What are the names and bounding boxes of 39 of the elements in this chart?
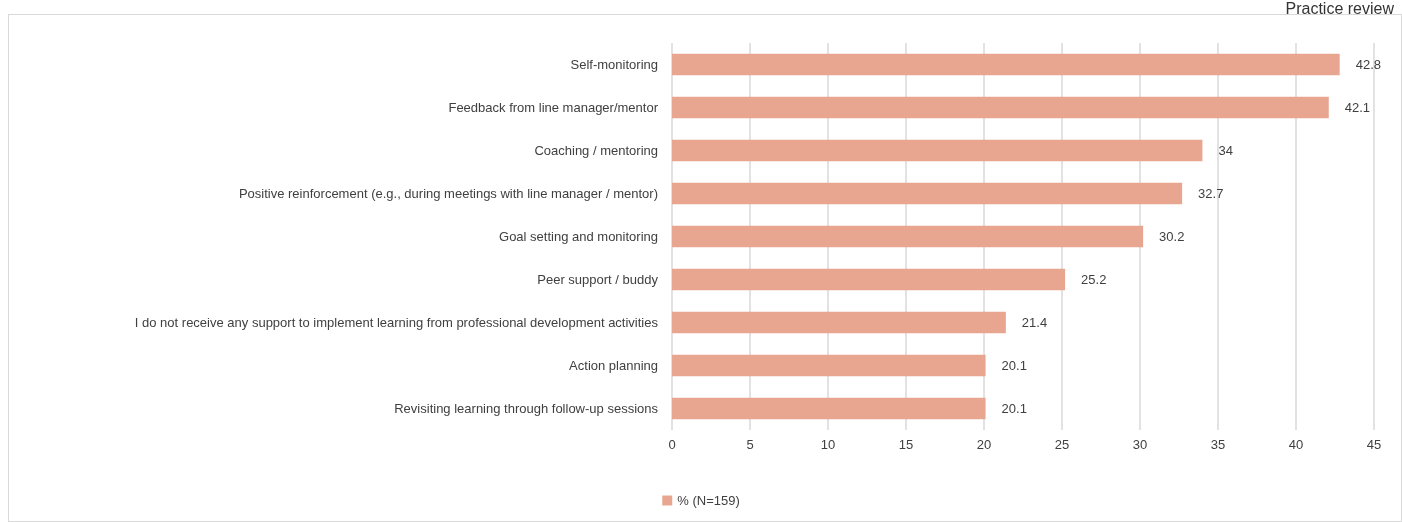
y-tick-label: Action planning — [569, 358, 658, 373]
x-tick-label: 20 — [976, 437, 992, 452]
data-label: 32.7 — [1198, 186, 1224, 201]
x-tick-label: 40 — [1288, 437, 1304, 452]
x-tick-label: 15 — [898, 437, 914, 452]
data-label: 21.4 — [1021, 315, 1048, 330]
text: Practice review — [1285, 0, 1394, 18]
bar — [672, 354, 986, 377]
data-label: 20.1 — [1001, 358, 1027, 373]
data-label: 30.2 — [1159, 229, 1185, 244]
data-label: 34 — [1218, 143, 1233, 158]
bar — [672, 225, 1144, 248]
data-label: 42.1 — [1344, 100, 1371, 115]
bar — [672, 139, 1203, 162]
y-tick-label: I do not receive any support to implement learning from professional development activities — [134, 315, 659, 330]
y-tick-label: Self-monitoring — [570, 57, 658, 72]
bar — [672, 311, 1006, 334]
bar — [672, 96, 1329, 119]
legend-label: % (N=159) — [677, 493, 740, 508]
y-tick-label: Revisiting learning through follow-up sessions — [394, 401, 659, 416]
x-tick-label: 5 — [746, 437, 754, 452]
data-label: 20.1 — [1001, 401, 1027, 416]
x-tick-label: 10 — [820, 437, 836, 452]
x-tick-label: 45 — [1366, 437, 1382, 452]
bar — [672, 397, 986, 420]
x-tick-label: 25 — [1054, 437, 1070, 452]
x-tick-label: 0 — [668, 437, 676, 452]
y-tick-label: Peer support / buddy — [537, 272, 659, 287]
bar — [672, 53, 1340, 76]
data-label: 42.8 — [1355, 57, 1381, 72]
data-label: 25.2 — [1081, 272, 1107, 287]
y-tick-label: Positive reinforcement (e.g., during meetings with line manager / mentor) — [238, 186, 658, 201]
y-tick-label: Coaching / mentoring — [534, 143, 658, 158]
bar — [672, 268, 1066, 291]
y-tick-label: Goal setting and monitoring — [499, 229, 658, 244]
bar — [672, 182, 1183, 205]
y-tick-label: Feedback from line manager/mentor — [448, 100, 659, 115]
x-tick-label: 35 — [1210, 437, 1226, 452]
x-tick-label: 30 — [1132, 437, 1148, 452]
